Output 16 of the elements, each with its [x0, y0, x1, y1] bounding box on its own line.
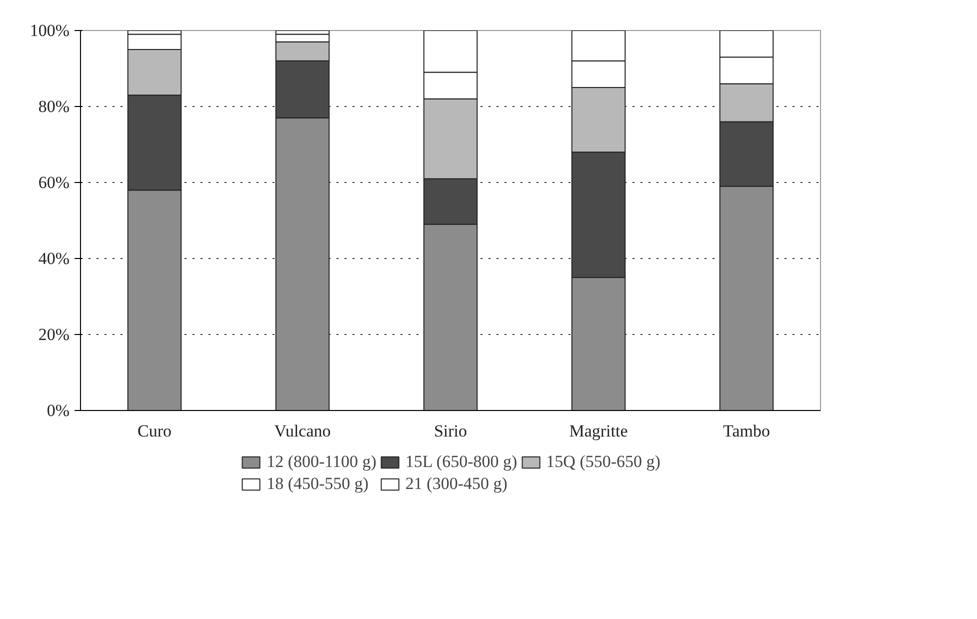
x-tick-label: Magritte	[569, 422, 628, 440]
y-tick-label: 0%	[46, 401, 70, 420]
legend-label: 18 (450-550 g)	[266, 474, 369, 494]
y-tick-label: 100%	[30, 21, 70, 40]
x-tick-label: Tambo	[723, 422, 770, 440]
legend-label: 12 (800-1100 g)	[266, 452, 376, 472]
legend-label: 15L (650-800 g)	[405, 452, 518, 472]
y-tick-label: 80%	[38, 97, 70, 116]
legend-label: 15Q (550-650 g)	[546, 452, 660, 472]
x-tick-label: Sirio	[434, 422, 468, 440]
y-tick-label: 60%	[38, 173, 70, 192]
y-tick-label: 40%	[38, 249, 70, 268]
legend-label: 21 (300-450 g)	[405, 474, 508, 494]
y-tick-label: 20%	[38, 325, 70, 344]
x-tick-label: Vulcano	[274, 422, 331, 440]
x-tick-label: Curo	[138, 422, 172, 440]
